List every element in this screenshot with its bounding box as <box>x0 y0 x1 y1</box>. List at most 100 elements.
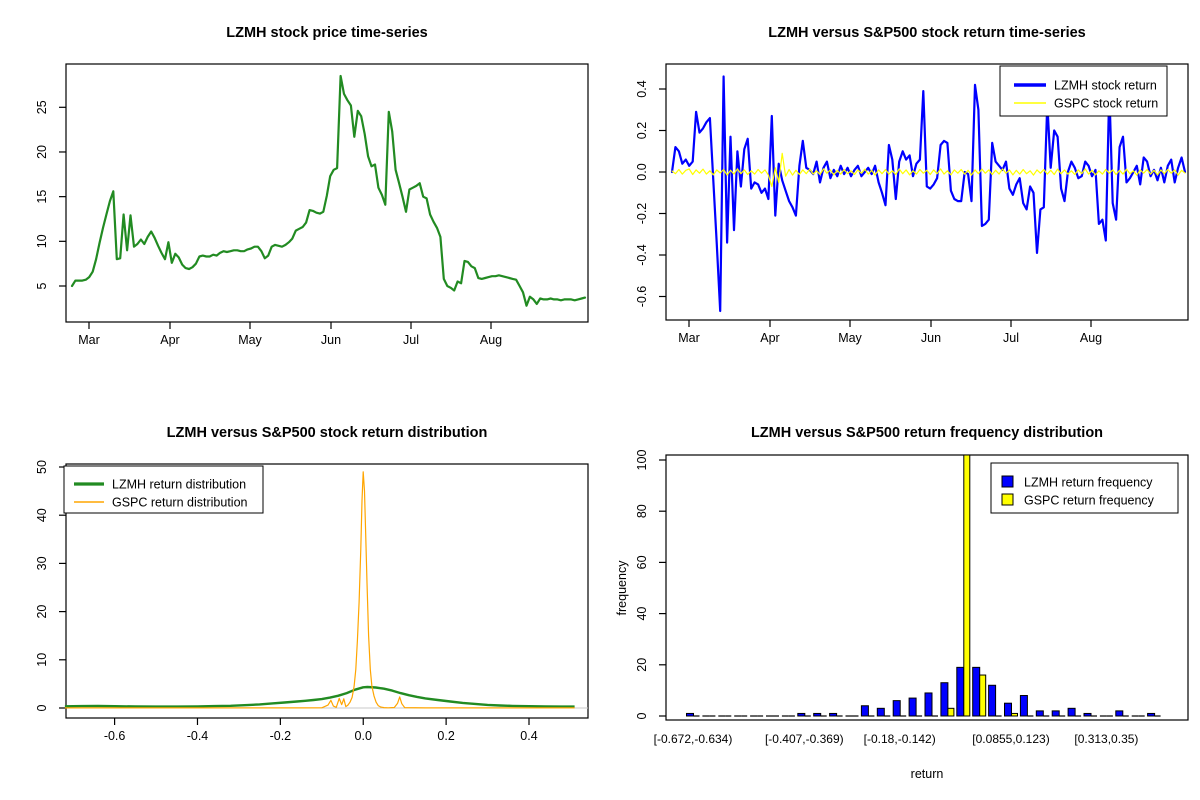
frequency-bar <box>979 674 987 717</box>
y-axis-tick-label: 40 <box>35 508 49 522</box>
legend-label: LZMH stock return <box>1054 79 1157 93</box>
y-axis-tick-label: 15 <box>35 190 49 204</box>
frequency-bar <box>1011 712 1018 717</box>
y-axis-tick-label: 0 <box>635 712 649 719</box>
return-x-axis-label: return <box>910 767 944 781</box>
x-axis-tick-label: Mar <box>78 333 100 347</box>
x-axis-tick-label: 0.4 <box>520 729 537 743</box>
legend-box <box>999 65 1168 117</box>
y-axis-tick-label: 0.2 <box>635 122 649 139</box>
price-chart-plot: 5 10 15 20 25 Mar Apr May Jun Jul Aug <box>35 63 589 347</box>
frequency-bar <box>1115 710 1124 717</box>
legend-label: LZMH return distribution <box>112 478 246 492</box>
y-axis-tick-label: 20 <box>635 658 649 672</box>
y-axis-tick-label: 10 <box>35 653 49 667</box>
frequency-bar <box>860 705 869 717</box>
legend-label: LZMH return frequency <box>1024 476 1153 490</box>
frequency-bar <box>876 707 885 717</box>
y-axis-tick-label: 10 <box>35 234 49 248</box>
frequency-bar <box>829 712 838 717</box>
frequency-bar <box>924 692 933 717</box>
price-chart-title: LZMH stock price time-series <box>226 25 428 41</box>
x-axis-tick-label: Mar <box>678 331 700 345</box>
x-axis-tick-label: May <box>838 331 862 345</box>
x-axis-tick-label: Aug <box>1080 331 1102 345</box>
y-axis-tick-label: 60 <box>635 555 649 569</box>
frequency-y-axis-label: frequency <box>615 560 629 616</box>
y-axis-tick-label: 100 <box>635 450 649 471</box>
frequency-bar <box>813 712 822 717</box>
frequency-bar <box>1051 710 1060 717</box>
frequency-bar <box>797 712 806 717</box>
y-axis-tick-label: 0.0 <box>635 163 649 180</box>
legend-swatch <box>1001 475 1014 488</box>
plot-border <box>65 463 589 719</box>
series-line <box>670 75 1187 313</box>
y-axis-tick-label: -0.2 <box>635 203 649 225</box>
density-curve <box>64 685 575 708</box>
y-axis-tick-label: 20 <box>35 145 49 159</box>
y-axis-tick-label: 80 <box>635 504 649 518</box>
bin-tick-label: [-0.672,-0.634) <box>654 732 733 746</box>
x-axis-tick-label: Apr <box>760 331 779 345</box>
y-axis-tick-label: 50 <box>35 460 49 474</box>
frequency-chart-plot: 0 20 40 60 80 100 [-0.672,-0.634) [-0.407,-0.36… <box>635 450 1189 746</box>
distribution-chart-plot: 0 10 20 30 40 50 -0.6 -0.4 -0.2 0.0 0.2 0.4 LZMH ret… <box>35 460 589 743</box>
density-curve <box>64 471 575 709</box>
plot-border <box>665 454 1189 721</box>
x-axis-tick-label: Jul <box>1003 331 1019 345</box>
y-axis-tick-label: 25 <box>35 100 49 114</box>
frequency-bar <box>908 697 917 717</box>
frequency-bar <box>892 700 901 717</box>
return-chart-plot: 0.4 0.2 0.0 -0.2 -0.4 -0.6 Mar Apr May Jun Jul Aug L… <box>635 63 1189 345</box>
x-axis-tick-label: -0.2 <box>270 729 292 743</box>
panel-price-timeseries: LZMH stock price time-series 5 10 15 20 25 Ma… <box>0 0 600 400</box>
x-axis-tick-label: May <box>238 333 262 347</box>
frequency-bar <box>947 707 955 717</box>
return-chart-title: LZMH versus S&P500 stock return time-ser… <box>768 25 1086 41</box>
frequency-bar <box>1035 710 1044 717</box>
frequency-bar <box>972 666 981 717</box>
panel-frequency-distribution: LZMH versus S&P500 return frequency dist… <box>600 400 1200 800</box>
y-axis-tick-label: 20 <box>35 605 49 619</box>
panel-return-timeseries: LZMH versus S&P500 stock return time-ser… <box>600 0 1200 400</box>
frequency-bar <box>1083 712 1092 717</box>
distribution-chart-title: LZMH versus S&P500 stock return distribu… <box>166 425 488 441</box>
y-axis-tick-label: 30 <box>35 556 49 570</box>
y-axis-tick-label: -0.6 <box>635 286 649 308</box>
series-line <box>70 74 587 307</box>
x-axis-tick-label: 0.2 <box>437 729 454 743</box>
legend-box <box>63 465 264 514</box>
x-axis-tick-label: Aug <box>480 333 502 347</box>
frequency-bar <box>686 712 694 717</box>
y-axis-tick-label: -0.4 <box>635 244 649 266</box>
x-axis-tick-label: Apr <box>160 333 179 347</box>
legend-swatch <box>1001 493 1014 506</box>
legend-label: GSPC return frequency <box>1024 494 1155 508</box>
bin-tick-label: [0.313,0.35) <box>1074 732 1138 746</box>
panel-return-distribution: LZMH versus S&P500 stock return distribu… <box>0 400 600 800</box>
frequency-bar <box>1147 712 1156 717</box>
frequency-bar <box>940 682 949 717</box>
x-axis-tick-label: -0.6 <box>104 729 126 743</box>
bin-tick-label: [-0.18,-0.142) <box>864 732 936 746</box>
x-axis-tick-label: Jun <box>921 331 941 345</box>
plot-border <box>665 63 1189 321</box>
legend-label: GSPC return distribution <box>112 496 248 510</box>
frequency-bar <box>956 666 965 717</box>
bin-tick-label: [0.0855,0.123) <box>972 732 1049 746</box>
plot-border <box>65 63 589 323</box>
y-axis-tick-label: 5 <box>35 282 49 289</box>
x-axis-tick-label: Jul <box>403 333 419 347</box>
frequency-bar <box>1067 707 1076 717</box>
x-axis-tick-label: -0.4 <box>187 729 209 743</box>
frequency-bar <box>963 454 971 717</box>
frequency-bar <box>1004 702 1012 717</box>
x-axis-tick-label: 0.0 <box>355 729 372 743</box>
y-axis-tick-label: 40 <box>635 607 649 621</box>
y-axis-tick-label: 0 <box>35 704 49 711</box>
frequency-chart-title: LZMH versus S&P500 return frequency dist… <box>750 425 1104 441</box>
frequency-bar <box>988 684 997 717</box>
legend-label: GSPC stock return <box>1054 97 1158 111</box>
